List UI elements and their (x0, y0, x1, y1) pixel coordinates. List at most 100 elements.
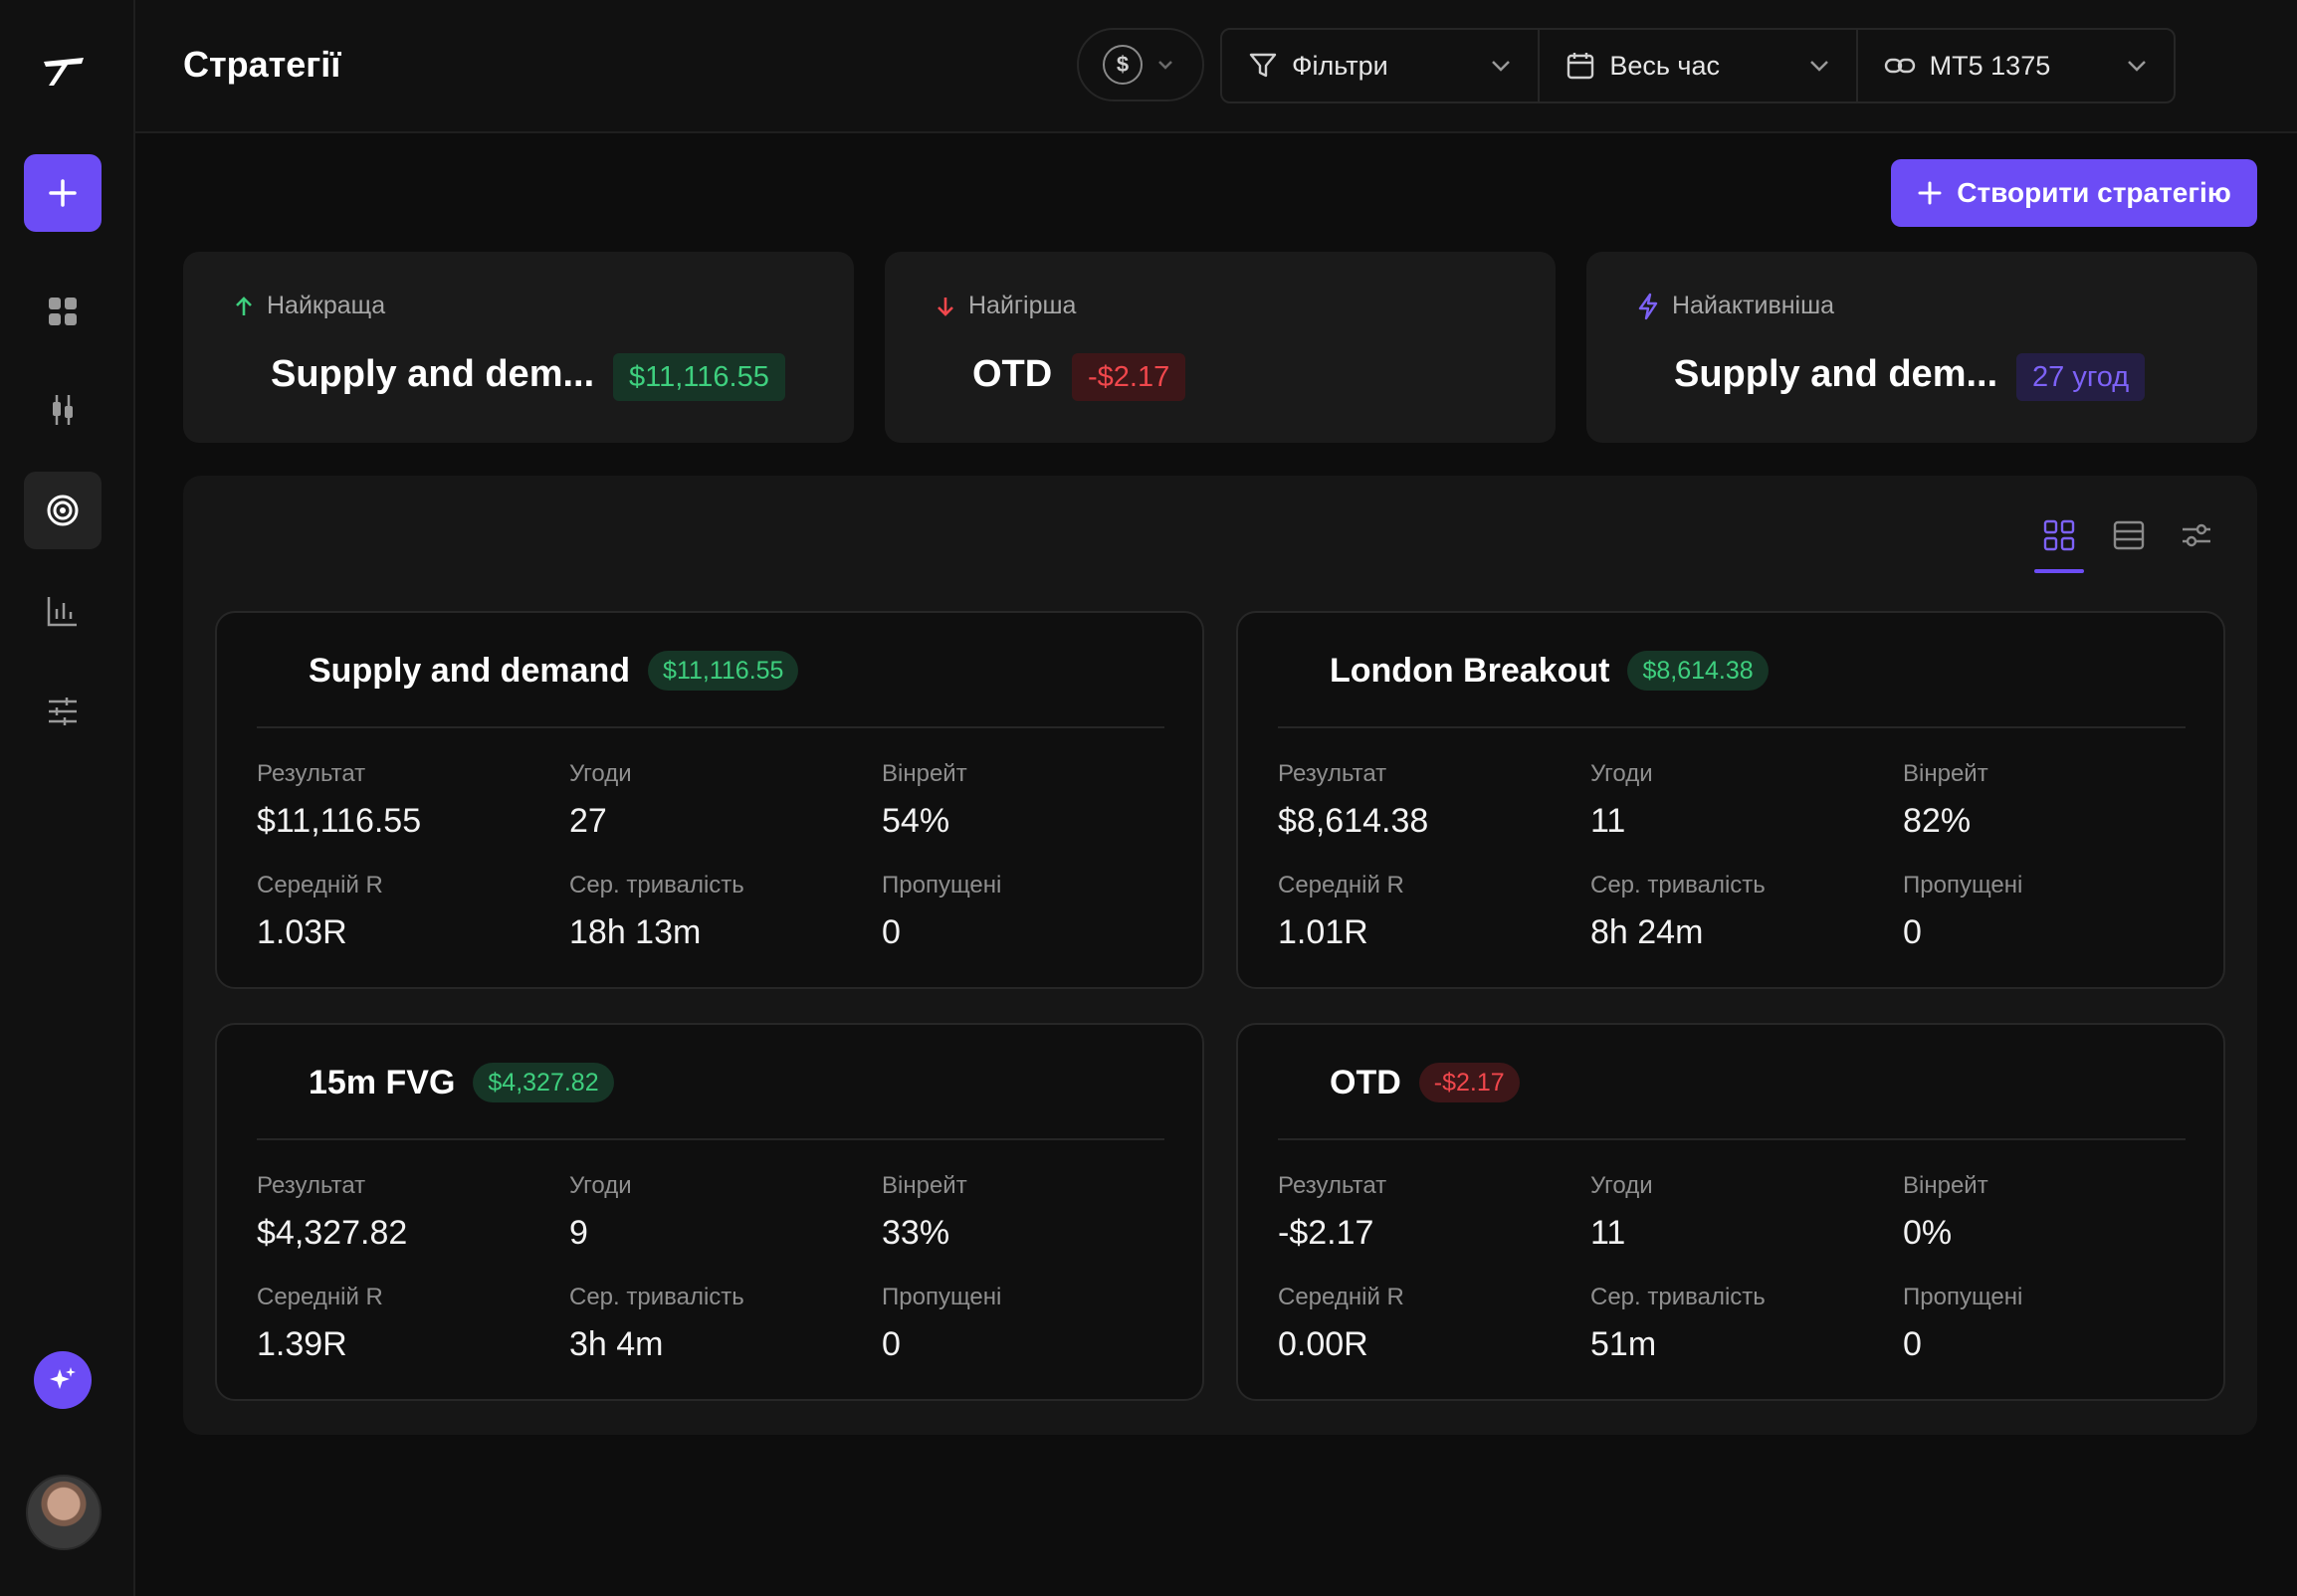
strategies-panel: Supply and demand $11,116.55 Результат $… (183, 476, 2257, 1435)
sparkles-icon (50, 1367, 76, 1389)
stat-missed: Пропущені 0 (1903, 1284, 2023, 1363)
plus-icon (49, 179, 77, 207)
stat-missed: Пропущені 0 (882, 1284, 1002, 1363)
settings-sliders-icon (2183, 523, 2210, 547)
chevron-down-icon (1158, 61, 1172, 70)
view-settings-button[interactable] (2172, 505, 2221, 565)
divider (257, 1138, 1164, 1140)
stat-trades: Угоди 27 (569, 760, 632, 840)
strategy-card[interactable]: OTD -$2.17 Результат -$2.17 Угоди 11 Він… (1236, 1023, 2225, 1401)
best-label: Найкраща (267, 292, 386, 319)
stat-missed: Пропущені 0 (882, 872, 1002, 951)
stat-trades: Угоди 9 (569, 1172, 632, 1252)
worst-strategy-value: -$2.17 (1072, 353, 1186, 401)
sidebar-item-settings[interactable] (43, 692, 83, 731)
sidebar-item-analytics[interactable] (43, 591, 83, 631)
worst-label: Найгірша (968, 292, 1077, 319)
strategy-name: 15m FVG (309, 1063, 456, 1101)
create-strategy-button[interactable]: Створити стратегію (1891, 159, 2257, 227)
worst-strategy-name: OTD (972, 353, 1053, 395)
strategy-pnl-badge: $11,116.55 (648, 651, 799, 691)
sidebar-item-dashboard[interactable] (43, 292, 83, 331)
most-active-label: Найактивніша (1672, 292, 1835, 319)
stat-result: Результат $4,327.82 (257, 1172, 408, 1252)
strategy-card[interactable]: Supply and demand $11,116.55 Результат $… (215, 611, 1204, 989)
stat-avg-duration: Сер. тривалість 51m (1590, 1284, 1766, 1363)
strategy-pnl-badge: $4,327.82 (473, 1063, 614, 1102)
filters-dropdown[interactable]: Фільтри (1222, 30, 1541, 101)
stat-avg-duration: Сер. тривалість 8h 24m (1590, 872, 1766, 951)
divider (257, 726, 1164, 728)
create-strategy-label: Створити стратегію (1957, 177, 2231, 208)
best-strategy-name: Supply and dem... (271, 353, 595, 395)
stat-avg-r: Середній R 0.00R (1278, 1284, 1404, 1363)
account-label: MT5 1375 (1929, 50, 2051, 81)
chevron-down-icon (2128, 61, 2146, 72)
stat-avg-r: Середній R 1.39R (257, 1284, 383, 1363)
table-view-button[interactable] (2104, 505, 2154, 565)
stat-result: Результат -$2.17 (1278, 1172, 1387, 1252)
strategy-pnl-badge: -$2.17 (1418, 1063, 1520, 1102)
strategy-name: London Breakout (1330, 651, 1610, 690)
most-active-strategy-card[interactable]: Найактивніша Supply and dem... 27 угод (1586, 252, 2257, 443)
strategy-name: OTD (1330, 1063, 1401, 1101)
sidebar (0, 0, 135, 1596)
calendar-icon (1567, 53, 1594, 80)
avatar[interactable] (26, 1475, 102, 1550)
sidebar-item-strategies[interactable] (24, 472, 102, 549)
stat-missed: Пропущені 0 (1903, 872, 2023, 951)
bar-chart-icon (47, 597, 77, 627)
account-dropdown[interactable]: MT5 1375 (1858, 30, 2174, 101)
stat-avg-r: Середній R 1.01R (1278, 872, 1404, 951)
most-active-strategy-name: Supply and dem... (1674, 353, 1998, 395)
grid-icon (2043, 519, 2075, 551)
dashboard-icon (49, 298, 77, 325)
currency-selector[interactable]: $ (1077, 28, 1204, 101)
strategy-name: Supply and demand (309, 651, 631, 690)
best-strategy-value: $11,116.55 (613, 353, 785, 401)
stat-avg-duration: Сер. тривалість 18h 13m (569, 872, 744, 951)
logo-icon[interactable] (40, 52, 90, 92)
arrow-up-icon (236, 296, 252, 315)
filters-label: Фільтри (1292, 50, 1388, 81)
stat-avg-r: Середній R 1.03R (257, 872, 383, 951)
stat-winrate: Вінрейт 33% (882, 1172, 967, 1252)
chevron-down-icon (1809, 61, 1828, 72)
filter-icon (1249, 53, 1277, 78)
strategy-card[interactable]: 15m FVG $4,327.82 Результат $4,327.82 Уг… (215, 1023, 1204, 1401)
lightning-icon (1638, 293, 1658, 319)
add-button[interactable] (24, 154, 102, 232)
stat-avg-duration: Сер. тривалість 3h 4m (569, 1284, 744, 1363)
chevron-down-icon (1492, 61, 1511, 72)
stat-trades: Угоди 11 (1590, 1172, 1653, 1252)
sidebar-item-trades[interactable] (43, 390, 83, 430)
stat-winrate: Вінрейт 54% (882, 760, 967, 840)
divider (1278, 726, 2186, 728)
plus-icon (1918, 181, 1942, 205)
filter-bar: Фільтри Весь час M (1220, 28, 2176, 103)
best-strategy-card[interactable]: Найкраща Supply and dem... $11,116.55 (183, 252, 854, 443)
sliders-icon (49, 698, 77, 725)
divider (1278, 1138, 2186, 1140)
candlestick-icon (53, 395, 73, 425)
top-header: Стратегії $ Фільтри (135, 0, 2297, 133)
worst-strategy-card[interactable]: Найгірша OTD -$2.17 (885, 252, 1556, 443)
grid-view-button[interactable] (2034, 505, 2084, 565)
strategy-card[interactable]: London Breakout $8,614.38 Результат $8,6… (1236, 611, 2225, 989)
target-icon (47, 495, 79, 526)
stat-winrate: Вінрейт 0% (1903, 1172, 1988, 1252)
active-view-indicator (2034, 569, 2084, 573)
stat-result: Результат $11,116.55 (257, 760, 422, 840)
stat-result: Результат $8,614.38 (1278, 760, 1429, 840)
currency-icon: $ (1103, 45, 1143, 85)
stat-winrate: Вінрейт 82% (1903, 760, 1988, 840)
table-icon (2113, 520, 2145, 550)
date-range-dropdown[interactable]: Весь час (1540, 30, 1858, 101)
strategy-pnl-badge: $8,614.38 (1627, 651, 1769, 691)
ai-assistant-button[interactable] (34, 1351, 92, 1409)
stat-trades: Угоди 11 (1590, 760, 1653, 840)
link-icon (1884, 58, 1915, 74)
page-title: Стратегії (183, 44, 341, 85)
date-range-label: Весь час (1609, 50, 1721, 81)
